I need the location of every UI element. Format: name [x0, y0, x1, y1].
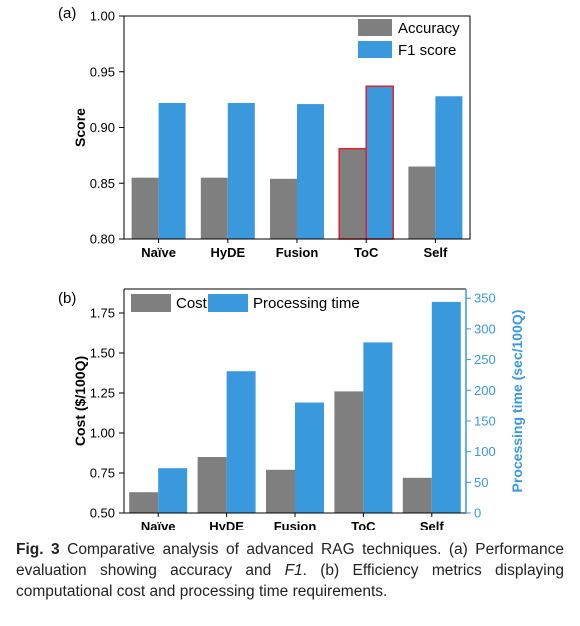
x-tick-label-b-0: Naïve: [141, 519, 176, 530]
x-tick-label-a-1: HyDE: [210, 245, 245, 260]
y2-axis-label-b: Processing time (sec/100Q): [509, 310, 525, 493]
figure-caption: Fig. 3 Comparative analysis of advanced …: [16, 539, 564, 602]
bar-cost-0: [129, 492, 159, 513]
y-axis-label-a: Score: [72, 108, 88, 147]
legend-swatch-a-1: [358, 41, 392, 58]
x-tick-label-b-1: HyDE: [209, 519, 244, 530]
bar-f1-3: [365, 85, 394, 240]
y2-tick-label-b-7: 350: [474, 291, 496, 306]
panel-label-a: (a): [58, 5, 76, 22]
y-tick-label-b-2: 1.00: [90, 426, 115, 441]
plot-frame-a: [123, 15, 471, 240]
bar-accuracy-3: [338, 147, 367, 240]
bar-accuracy-0: [131, 177, 159, 239]
y2-tick-label-b-6: 300: [474, 321, 496, 336]
y2-tick-label-b-0: 0: [474, 506, 481, 521]
y2-tick-label-b-5: 250: [474, 352, 496, 367]
panel-label-b: (b): [58, 290, 76, 307]
x-tick-label-a-3: ToC: [354, 245, 379, 260]
legend-label-a-1: F1 score: [398, 42, 456, 59]
caption-italic-f1: F1: [284, 562, 303, 579]
y-tick-label-b-1: 0.75: [90, 466, 115, 481]
legend-swatch-a-0: [358, 19, 392, 36]
caption-text-before: Comparative analysis of advanced RAG tec…: [16, 541, 564, 579]
bar-cost-3: [334, 391, 364, 513]
y2-tick-label-b-1: 50: [474, 475, 488, 490]
bar-cost-4: [402, 477, 432, 513]
y-axis-label-b: Cost ($/100Q): [72, 356, 88, 446]
x-tick-label-b-2: Fusion: [274, 519, 317, 530]
x-tick-label-b-4: Self: [420, 519, 445, 530]
bar-f1-1: [227, 102, 255, 239]
legend-label-a-0: Accuracy: [398, 20, 460, 37]
legend-label-b-0: Cost: [176, 295, 208, 312]
legend-swatch-b-1: [208, 294, 248, 312]
y2-tick-label-b-4: 200: [474, 383, 496, 398]
bar-accuracy-2: [270, 178, 297, 239]
y-tick-label-a-0: 0.80: [90, 232, 115, 247]
y-tick-label-b-0: 0.50: [90, 506, 115, 521]
x-tick-label-a-4: Self: [423, 245, 448, 260]
bar-cost-1: [197, 457, 227, 513]
y-tick-label-b-5: 1.75: [90, 306, 115, 321]
figure-charts: (a) Naïve HyDE Fusion ToC Self 0.80 0.85 0.90 0.9…: [58, 5, 525, 530]
y-tick-label-a-3: 0.95: [90, 64, 115, 79]
y-tick-label-a-1: 0.85: [90, 176, 115, 191]
bar-accuracy-1: [200, 177, 228, 239]
y-tick-label-b-4: 1.50: [90, 346, 115, 361]
y2-tick-label-b-3: 150: [474, 413, 496, 428]
chart-b: (b) Naïve HyDE Fusion ToC Self 0.50 0.75 1.00 1.2…: [58, 288, 525, 530]
bar-f1-0: [158, 102, 186, 239]
bar-processing-time-3: [363, 342, 393, 513]
bar-f1-2: [297, 104, 324, 240]
legend-label-b-1: Processing time: [253, 295, 360, 312]
caption-fig-label: Fig. 3: [16, 541, 60, 558]
y-tick-label-b-3: 1.25: [90, 386, 115, 401]
x-tick-label-b-3: ToC: [351, 519, 376, 530]
bar-processing-time-2: [295, 402, 324, 513]
bar-processing-time-0: [158, 468, 188, 513]
bar-processing-time-1: [226, 371, 256, 513]
bar-f1-4: [435, 96, 463, 239]
caption-text-after: . (b) Efficiency metrics displaying comp…: [16, 562, 564, 600]
x-tick-label-a-0: Naïve: [141, 245, 176, 260]
y-tick-label-a-4: 1.00: [90, 9, 115, 24]
bar-cost-2: [266, 469, 295, 513]
bar-processing-time-4: [431, 301, 461, 513]
bar-accuracy-4: [408, 166, 436, 239]
chart-a: (a) Naïve HyDE Fusion ToC Self 0.80 0.85 0.90 0.9…: [58, 5, 471, 260]
y-tick-label-a-2: 0.90: [90, 120, 115, 135]
x-tick-label-a-2: Fusion: [276, 245, 319, 260]
legend-swatch-b-0: [131, 294, 171, 312]
y2-tick-label-b-2: 100: [474, 444, 496, 459]
